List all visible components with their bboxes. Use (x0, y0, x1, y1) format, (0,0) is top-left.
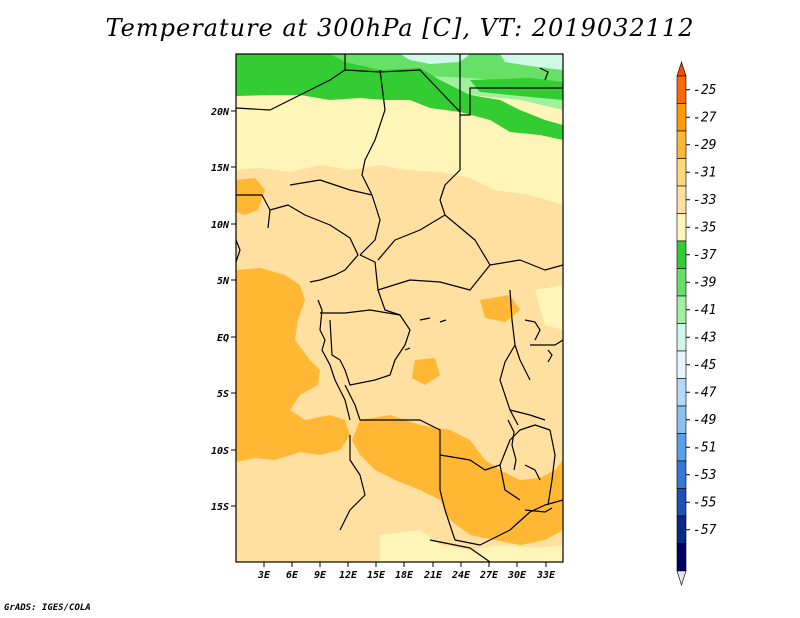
map-title: Temperature at 300hPa [C], VT: 201903211… (105, 14, 695, 42)
lat-label: 15N (211, 163, 230, 174)
grads-credit: GrADS: IGES/COLA (4, 603, 91, 613)
lon-label: 27E (479, 570, 499, 581)
colorbar-box (676, 350, 687, 379)
shade-lightest-2 (500, 54, 563, 70)
shade-orange-west (236, 268, 350, 462)
colorbar-label: -31 (693, 165, 716, 180)
lat-label: 20N (210, 107, 230, 118)
shade-orange-central (352, 415, 563, 545)
colorbar-box (676, 488, 687, 517)
colorbar-box (676, 185, 687, 214)
lon-label: 33E (536, 570, 556, 581)
lat-label: 15S (211, 502, 229, 513)
colorbar-label: -49 (693, 413, 716, 428)
shade-pale-yellow-south (380, 530, 563, 562)
colorbar-box (676, 405, 687, 434)
colorbar-box (676, 295, 687, 324)
colorbar-label: -47 (693, 385, 717, 400)
lat-label: 5N (217, 276, 230, 287)
lon-label: 18E (395, 570, 414, 581)
colorbar-label: -29 (693, 138, 716, 153)
shade-orange-patch (412, 358, 440, 385)
colorbar-label: -51 (693, 440, 716, 455)
lon-label: 3E (257, 570, 271, 581)
colorbar-box (676, 543, 687, 572)
colorbar-label: -25 (693, 83, 717, 98)
colorbar-box (676, 515, 687, 544)
colorbar-box (676, 323, 687, 352)
lon-label: 30E (507, 570, 527, 581)
lat-label: 10N (211, 220, 230, 231)
colorbar-box (676, 240, 687, 269)
colorbar-label: -37 (693, 248, 717, 263)
colorbar-bottom-triangle (676, 570, 687, 586)
coastlines (236, 67, 553, 513)
colorbar-box (676, 433, 687, 462)
colorbar-label: -45 (693, 358, 717, 373)
lat-axis: 20N 15N 10N 5N EQ 5S 10S 15S (210, 107, 236, 513)
colorbar: -25 -27 -29 -31 -33 -35 -37 -39 -41 -43 -45 -47 -49 -… (676, 61, 717, 586)
shade-pale-yellow-east (535, 285, 563, 330)
lon-label: 12E (339, 570, 358, 581)
lon-label: 6E (286, 570, 299, 581)
map-frame (235, 53, 564, 563)
shade-green-dark (236, 54, 563, 140)
colorbar-label: -57 (693, 523, 717, 538)
colorbar-top-triangle (676, 61, 687, 77)
colorbar-label: -27 (693, 110, 717, 125)
lon-label: 21E (423, 570, 443, 581)
colorbar-box (676, 213, 687, 242)
shade-green-dark-2 (470, 78, 563, 100)
lat-label: EQ (217, 333, 229, 344)
colorbar-box (676, 268, 687, 297)
colorbar-box (676, 75, 687, 104)
colorbar-box (676, 158, 687, 187)
lon-label: 24E (451, 570, 471, 581)
colorbar-label: -53 (693, 468, 716, 483)
lat-label: 10S (211, 446, 229, 457)
colorbar-box (676, 460, 687, 489)
shade-lightest (400, 54, 470, 64)
colorbar-box (676, 378, 687, 407)
colorbar-label: -39 (693, 275, 716, 290)
lon-axis: 3E 6E 9E 12E 15E 18E 21E 24E 27E 30E 33E (257, 562, 556, 581)
lon-label: 15E (367, 570, 386, 581)
colorbar-label: -33 (693, 193, 716, 208)
temperature-field (236, 54, 563, 562)
lon-label: 9E (314, 570, 327, 581)
colorbar-label: -43 (693, 330, 716, 345)
country-borders (236, 54, 563, 562)
colorbar-label: -55 (693, 495, 717, 510)
colorbar-label: -41 (693, 303, 716, 318)
colorbar-label: -35 (693, 220, 717, 235)
shade-orange-north (236, 178, 265, 215)
colorbar-box (676, 130, 687, 159)
colorbar-box (676, 103, 687, 132)
lat-label: 5S (217, 389, 229, 400)
shade-orange-patch-2 (480, 295, 520, 322)
